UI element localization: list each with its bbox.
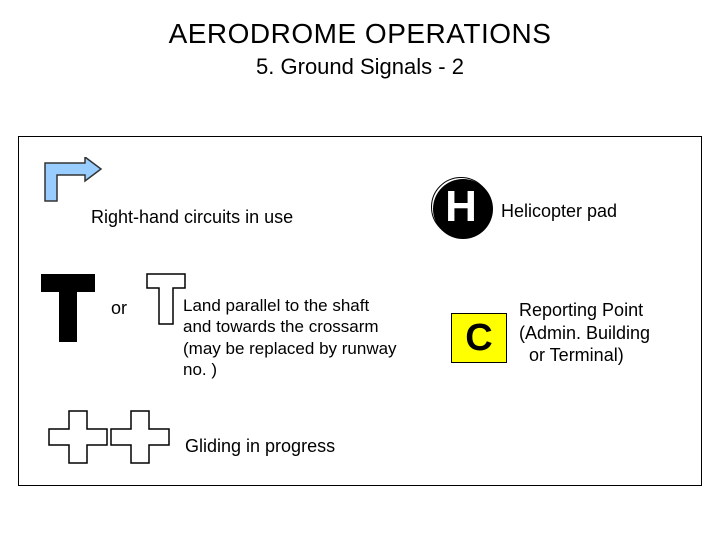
landing-t-description: Land parallel to the shaft and towards t… [183,295,413,380]
landing-line3: (may be replaced by runway [183,339,397,358]
reporting-point-description: Reporting Point (Admin. Building or Term… [519,299,689,367]
page-subtitle: 5. Ground Signals - 2 [0,54,720,80]
reporting-point-icon: C [451,313,507,363]
right-hand-arrow-icon [39,157,103,203]
landing-line4: no. ) [183,360,217,379]
landing-line1: Land parallel to the shaft [183,296,369,315]
landing-t-black-icon [39,272,97,344]
helicopter-letter: H [431,177,491,237]
reporting-line2: (Admin. Building [519,323,650,343]
gliding-cross-icon [47,409,171,465]
helicopter-label: Helicopter pad [501,201,617,222]
landing-line2: and towards the crossarm [183,317,379,336]
reporting-point-letter: C [465,317,492,360]
signals-panel: Right-hand circuits in use H Helicopter … [18,136,702,486]
page-title: AERODROME OPERATIONS [0,18,720,50]
or-text: or [111,298,127,319]
reporting-line3: or Terminal) [519,345,624,365]
gliding-label: Gliding in progress [185,436,335,457]
right-hand-label: Right-hand circuits in use [91,207,293,228]
reporting-line1: Reporting Point [519,300,643,320]
landing-t-white-icon [145,272,187,326]
helicopter-pad-icon: H [431,177,495,241]
